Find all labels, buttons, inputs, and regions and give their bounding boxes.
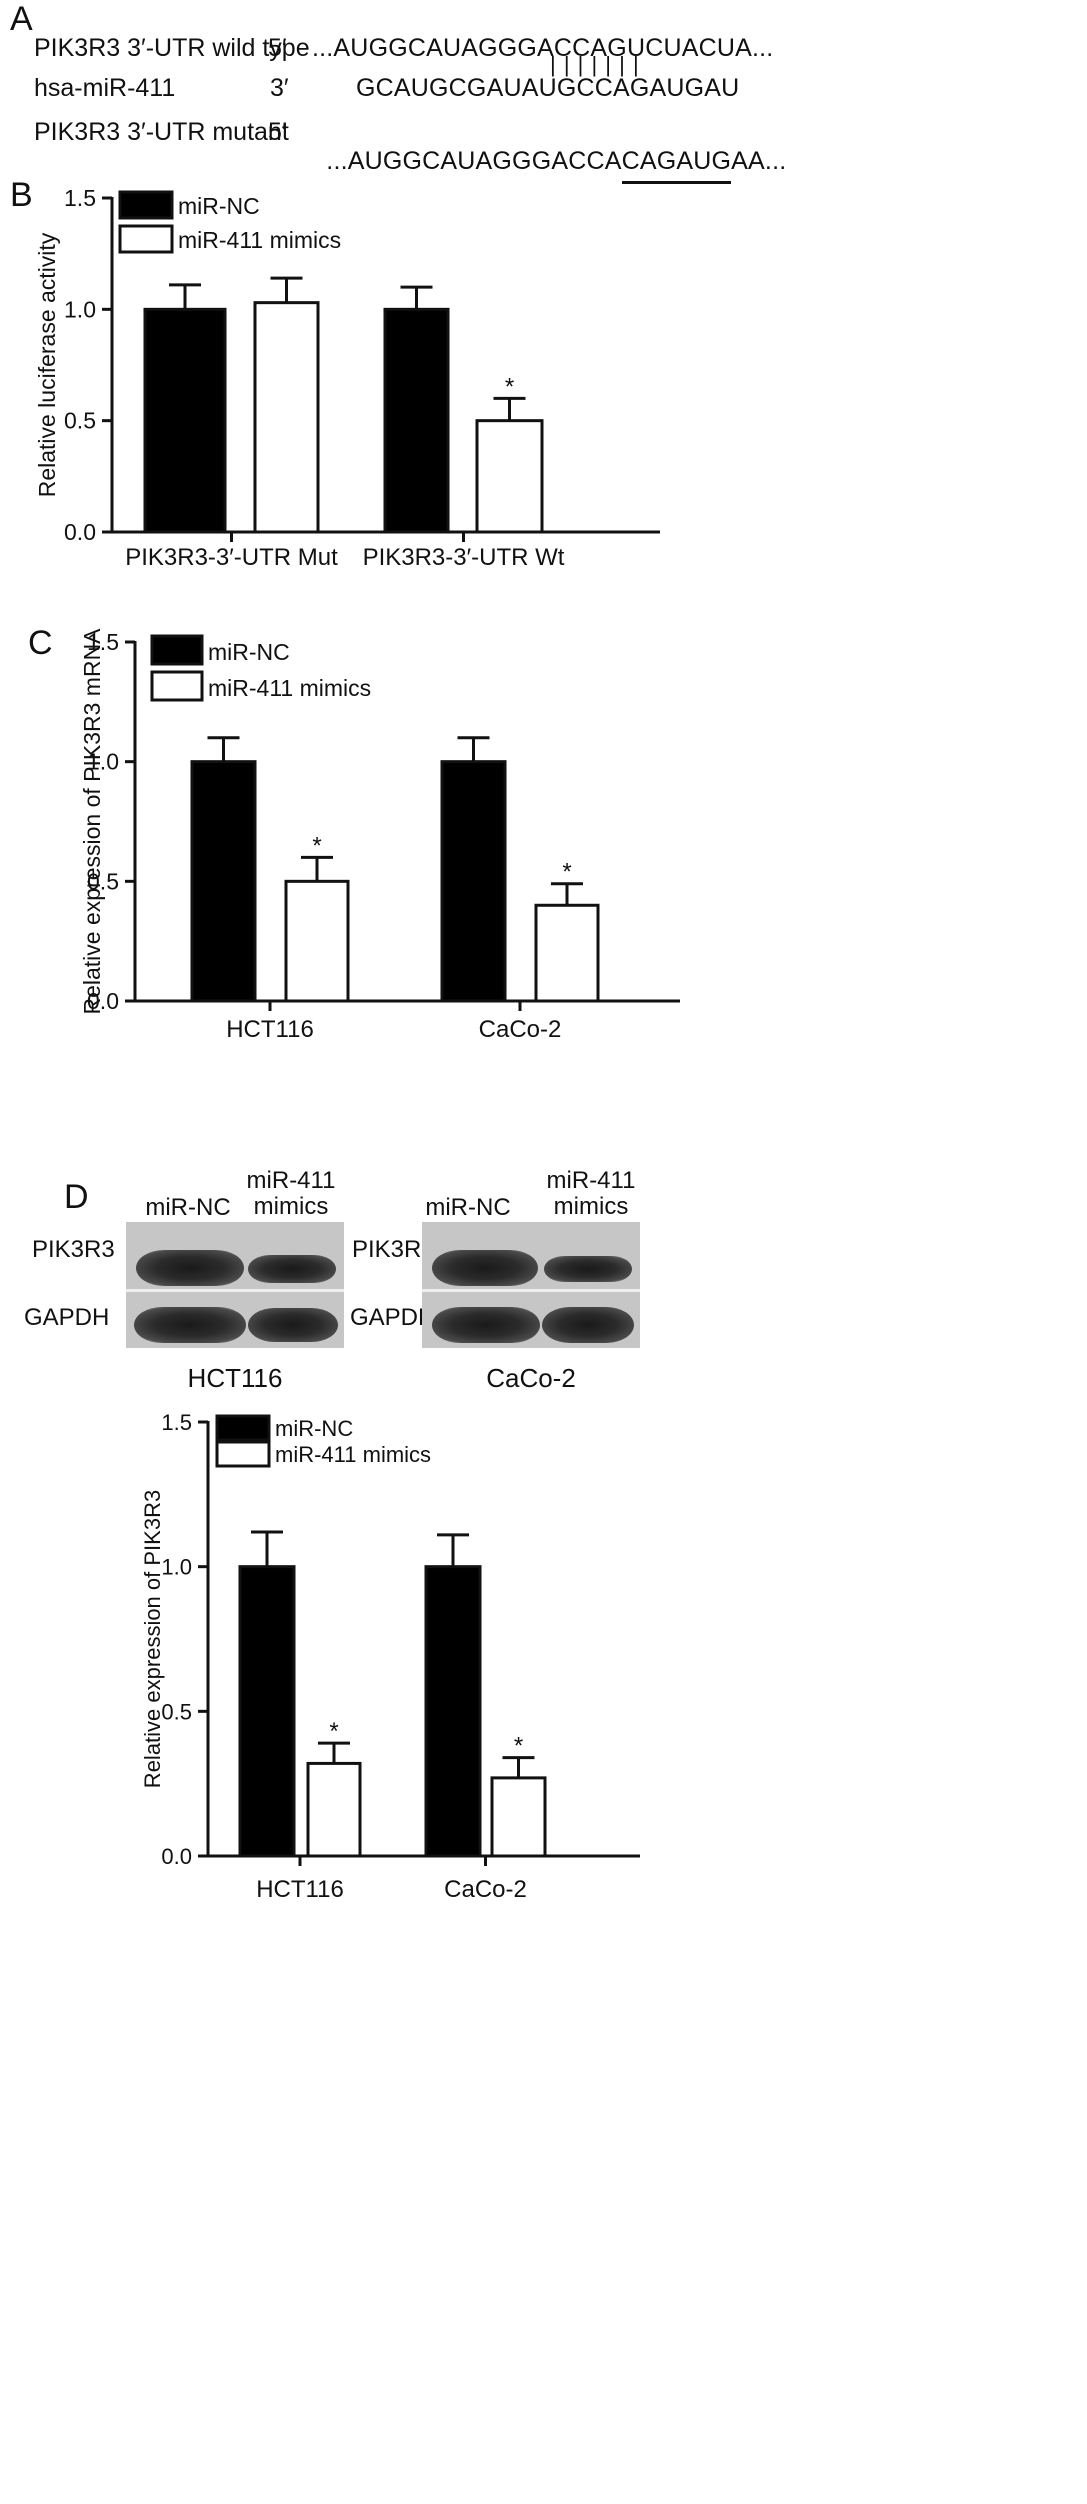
chart-d-y-tick-label: 1.5 xyxy=(161,1410,192,1435)
chart-b-y-tick-label: 1.5 xyxy=(64,185,96,211)
blot-right-lane1-label: miR-NC xyxy=(425,1194,511,1221)
blot-right-lane2-label: miR-411 mimics xyxy=(536,1168,646,1220)
chart-b-bar xyxy=(143,307,227,534)
blot-right-pik3r3-band-2 xyxy=(544,1256,632,1282)
blot-left-separator xyxy=(126,1289,344,1292)
blot-left-lane2-line2: mimics xyxy=(253,1193,329,1220)
blot-left-caption: HCT116 xyxy=(187,1363,283,1393)
chart-d-significance-marker: * xyxy=(514,1733,523,1760)
mutant-end: 5′ xyxy=(268,118,287,146)
chart-b-legend-label: miR-NC xyxy=(178,193,260,219)
chart-b-bar xyxy=(475,419,544,534)
wild-type-label: PIK3R3 3′-UTR wild type xyxy=(34,34,310,62)
chart-d-category-label: HCT116 xyxy=(256,1876,344,1903)
chart-b-y-tick-label: 1.0 xyxy=(64,296,96,322)
blot-left-lane1-label: miR-NC xyxy=(145,1194,231,1221)
chart-d-bar xyxy=(424,1565,482,1858)
blot-left-gapdh-band-2 xyxy=(248,1308,338,1342)
blot-right-gapdh-band-1 xyxy=(432,1307,540,1343)
chart-c-legend-label: miR-411 mimics xyxy=(208,675,371,701)
blot-left-gapdh-band-1 xyxy=(134,1307,246,1343)
blot-left-row1-label: PIK3R3 xyxy=(32,1236,115,1263)
chart-c-category-label: HCT116 xyxy=(226,1016,314,1043)
chart-c-legend-swatch xyxy=(150,670,204,702)
chart-b-category-label: PIK3R3-3′-UTR Wt xyxy=(363,544,565,571)
chart-c-y-label: Relative expression of PIK3R3 mRNA xyxy=(79,628,105,1015)
chart-d-bar xyxy=(306,1761,362,1858)
blot-left-pik3r3-band-2 xyxy=(248,1255,336,1283)
blot-right-image xyxy=(422,1222,640,1348)
blot-left-lane2-label: miR-411 mimics xyxy=(236,1168,346,1220)
chart-b-legend-swatch xyxy=(118,224,174,254)
chart-c-significance-marker: * xyxy=(312,832,321,859)
chart-c-y-tick-label: 0.0 xyxy=(87,988,119,1014)
chart-c-bar xyxy=(190,760,257,1003)
mutant-sequence: ...AUGGCAUAGGGACCACAGAUGAA... xyxy=(312,118,787,184)
chart-d-legend-swatch xyxy=(215,1440,271,1468)
chart-b-y-tick-label: 0.0 xyxy=(64,519,96,545)
mutant-seq-mutated: CAGAUG xyxy=(621,147,732,184)
chart-d-bar xyxy=(490,1776,547,1858)
chart-b-significance-marker: * xyxy=(505,373,514,400)
blot-right-pik3r3-band-1 xyxy=(432,1250,538,1286)
chart-b-legend-label: miR-411 mimics xyxy=(178,227,341,253)
chart-b-legend-swatch xyxy=(118,190,174,220)
chart-c-bar xyxy=(534,903,600,1003)
chart-c-legend-label: miR-NC xyxy=(208,639,290,665)
panel-b-letter: B xyxy=(10,176,33,214)
blot-right-gapdh-band-2 xyxy=(542,1307,634,1343)
chart-d-y-tick-label: 0.5 xyxy=(161,1699,192,1724)
panel-c-letter: C xyxy=(28,624,53,662)
blot-right-row1-label: PIK3R3 xyxy=(352,1236,435,1263)
chart-d-legend-label: miR-411 mimics xyxy=(275,1442,431,1467)
chart-b-bar xyxy=(383,307,450,534)
pairing-lines: | | | | | | | xyxy=(550,52,640,77)
chart-c-bar xyxy=(440,760,507,1003)
panel-a-letter: A xyxy=(10,0,33,38)
chart-c-category-label: CaCo-2 xyxy=(479,1016,562,1043)
chart-d-bar xyxy=(238,1565,296,1858)
chart-d-y-label: Relative expression of PIK3R3 xyxy=(140,1490,165,1788)
blot-left-lane2-line1: miR-411 xyxy=(246,1167,336,1194)
chart-c-y-tick-label: 1.5 xyxy=(87,629,119,655)
chart-b-y-tick-label: 0.5 xyxy=(64,408,96,434)
mutant-seq-suffix: AA... xyxy=(731,147,787,175)
mirna-sequence: GCAUGCGAUAUGCCAGAUGAU xyxy=(356,74,740,102)
chart-b-y-label: Relative luciferase activity xyxy=(34,232,60,497)
chart-c-legend-swatch xyxy=(150,634,204,666)
chart-d-y-tick-label: 1.0 xyxy=(161,1555,192,1580)
blot-right-lane2-line1: miR-411 xyxy=(546,1167,636,1194)
blot-left-image xyxy=(126,1222,344,1348)
blot-left-row2-label: GAPDH xyxy=(24,1304,110,1331)
chart-d-y-tick-label: 0.0 xyxy=(161,1844,192,1869)
blot-left-pik3r3-band-1 xyxy=(136,1250,244,1286)
chart-d: 0.0 0.5 1.0 1.5 Relative expression of PIK3R… xyxy=(140,1410,640,1903)
chart-c-significance-marker: * xyxy=(562,859,571,886)
chart-c-bar xyxy=(284,879,350,1003)
chart-b-category-label: PIK3R3-3′-UTR Mut xyxy=(125,544,338,571)
panel-d-letter: D xyxy=(64,1178,89,1216)
chart-d-significance-marker: * xyxy=(329,1718,338,1745)
wild-type-end: 5′ xyxy=(268,34,287,62)
mutant-seq-prefix: ...AUGGCAUAGGGACCA xyxy=(326,147,622,175)
blot-right-row2-label: GAPDH xyxy=(350,1304,436,1331)
chart-c-y-tick-label: 0.5 xyxy=(87,868,119,894)
mutant-label: PIK3R3 3′-UTR mutant xyxy=(34,118,289,146)
mirna-end: 3′ xyxy=(270,74,289,102)
chart-d-legend-swatch xyxy=(215,1414,271,1442)
wild-type-sequence: ...AUGGCAUAGGGACCAGUCUACUA... xyxy=(312,34,774,62)
mirna-label: hsa-miR-411 xyxy=(34,74,176,102)
blot-right-caption: CaCo-2 xyxy=(486,1363,576,1393)
chart-b-bar xyxy=(253,301,320,534)
blot-right-lane2-line2: mimics xyxy=(553,1193,629,1220)
chart-d-category-label: CaCo-2 xyxy=(444,1876,527,1903)
chart-d-legend-label: miR-NC xyxy=(275,1416,353,1441)
chart-c-y-tick-label: 1.0 xyxy=(87,749,119,775)
blot-right-separator xyxy=(422,1289,640,1292)
